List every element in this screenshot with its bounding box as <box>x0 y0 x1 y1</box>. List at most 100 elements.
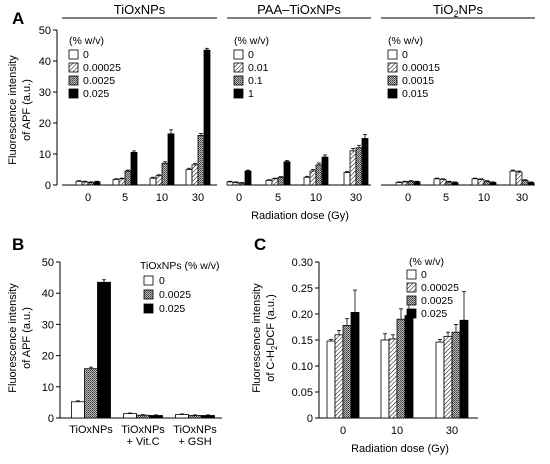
panel-a-y-label: Fluorescence intensity <box>7 55 19 165</box>
panel-b-x-tick-label: TiOxNPs <box>121 424 165 436</box>
panel-a-bar <box>413 181 421 186</box>
panel-a-legend-label: 0.00025 <box>83 62 121 74</box>
panel-a-legend-swatch <box>68 62 79 73</box>
panel-c-y-tick-label: 0.05 <box>292 387 313 399</box>
panel-c-bar <box>459 319 469 419</box>
panel-a-bar <box>93 181 101 186</box>
panel-a-legend-label: 0 <box>248 49 254 61</box>
panel-b-y-tick-label: 20 <box>42 351 54 363</box>
panel-a-legend-label: 0.1 <box>248 75 263 87</box>
panel-c-y-tick-label: 0 <box>307 413 313 425</box>
panel-b-legend-swatch <box>143 303 154 314</box>
panel-a-y-tick-label: 0 <box>45 180 51 192</box>
panel-a-legend-swatch <box>68 75 79 86</box>
panel-a-bar <box>197 134 205 186</box>
panel-a-legend-swatch <box>387 88 398 99</box>
panel-a-bar <box>81 181 89 186</box>
panel-b-y-tick-label: 50 <box>42 257 54 269</box>
panel-c-bar <box>451 331 461 419</box>
panel-a-x-tick-label: 5 <box>122 192 128 204</box>
panel-a-x-tick-label: 10 <box>478 192 490 204</box>
panel-c-label: C <box>254 235 266 254</box>
panel-a-legend-label: 0.00015 <box>402 62 440 74</box>
panel-c-bar <box>396 318 406 419</box>
panel-a-legend-label: 0.0025 <box>83 75 115 87</box>
panel-a-legend-swatch <box>233 49 244 60</box>
panel-c-bar <box>334 334 344 419</box>
panel-c-bar <box>443 335 453 419</box>
panel-a-legend-label: 0.025 <box>83 88 109 100</box>
panel-c-x-tick-label: 0 <box>340 425 346 437</box>
panel-a-legend-label: 0 <box>402 49 408 61</box>
panel-c-legend-swatch <box>406 269 417 280</box>
panel-a-bar <box>118 178 126 186</box>
panel-b-bar <box>71 401 85 419</box>
panel-a-y-tick-label: 50 <box>39 25 51 37</box>
panel-b-legend-title: TiOxNPs (% w/v) <box>140 260 220 272</box>
panel-a-bar <box>477 179 485 186</box>
panel-a-bar <box>149 177 157 186</box>
panel-a-bar <box>75 180 83 186</box>
panel-a-bar <box>112 179 120 186</box>
panel-a-bar <box>277 176 285 186</box>
panel-a-bar <box>433 178 441 186</box>
panel-b-label: B <box>12 235 24 254</box>
panel-a-bar <box>303 176 311 186</box>
panel-c-y-label: of C-H2DCF (a.u.) <box>265 294 279 382</box>
panel-c-bar <box>404 315 414 419</box>
panel-a-bar <box>489 182 497 186</box>
panel-a-y-label: of APF (a.u.) <box>21 79 33 141</box>
panel-a-x-tick-label: 5 <box>443 192 449 204</box>
panel-b-x-tick-label: TiOxNPs <box>173 424 217 436</box>
panel-a-bar <box>483 180 491 186</box>
panel-a-bar <box>515 171 523 186</box>
panel-a-bar <box>191 164 199 186</box>
panel-c-legend-label: 0.0025 <box>421 295 453 307</box>
panel-a-legend-swatch <box>387 49 398 60</box>
panel-a-bar <box>283 161 291 186</box>
panel-b-y-tick-label: 0 <box>48 413 54 425</box>
panel-a-bar <box>244 170 252 186</box>
panel-a-legend-label: 0.015 <box>402 88 428 100</box>
panel-a-bar <box>521 179 529 186</box>
panel-a-bar <box>471 178 479 186</box>
panel-c-bar <box>388 338 398 419</box>
panel-c-y-tick-label: 0.30 <box>292 257 313 269</box>
panel-a-group-title: PAA–TiOxNPs <box>257 2 341 17</box>
panel-a-group-title: TiO2NPs <box>433 2 484 19</box>
panel-b-legend-swatch <box>143 275 154 286</box>
panel-a-y-tick-label: 10 <box>39 149 51 161</box>
panel-a-legend-swatch <box>233 75 244 86</box>
panel-b-bar <box>188 415 202 419</box>
panel-a-bar <box>238 182 246 186</box>
panel-c-bar <box>435 341 445 419</box>
panel-c-legend-label: 0 <box>421 269 427 281</box>
panel-b-bar <box>201 415 215 419</box>
panel-a-bar <box>321 156 329 186</box>
panel-c-legend-label: 0.025 <box>421 308 447 320</box>
panel-a-bar <box>271 178 279 186</box>
panel-a-legend-label: 1 <box>248 88 254 100</box>
panel-b-y-tick-label: 30 <box>42 319 54 331</box>
panel-a-bar <box>309 170 317 186</box>
panel-a-bar <box>315 164 323 186</box>
panel-b-bar <box>97 281 111 419</box>
panel-c-y-tick-label: 0.10 <box>292 361 313 373</box>
panel-a-x-tick-label: 0 <box>236 192 242 204</box>
panel-a-bar <box>401 181 409 186</box>
panel-b-legend-label: 0.0025 <box>159 289 191 301</box>
panel-c-bar <box>380 339 390 419</box>
panel-a-bar <box>167 133 175 186</box>
panel-c-bar <box>342 325 352 419</box>
panel-c-x-tick-label: 30 <box>446 425 458 437</box>
panel-b-bar <box>136 414 150 419</box>
panel-b-legend-label: 0.025 <box>159 303 185 315</box>
panel-c-x-tick-label: 10 <box>391 425 403 437</box>
panel-a-bar <box>509 170 517 186</box>
panel-a-bar <box>226 181 234 186</box>
panel-c-legend-swatch <box>406 282 417 293</box>
panel-a-legend-label: 0.0015 <box>402 75 434 87</box>
panel-c-legend-swatch <box>406 295 417 306</box>
panel-a-bar <box>355 147 363 186</box>
